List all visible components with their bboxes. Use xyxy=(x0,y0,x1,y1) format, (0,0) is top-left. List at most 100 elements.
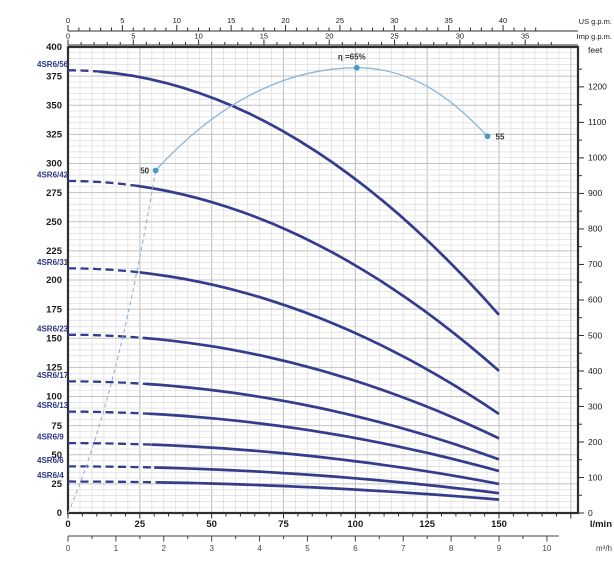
efficiency-marker-dot-55 xyxy=(484,133,491,140)
head-m-tick-label: 125 xyxy=(46,363,63,374)
curve-label-4SR6/42: 4SR6/42 xyxy=(37,170,69,179)
feet-tick-label: 800 xyxy=(588,224,602,234)
pump-curve-dashed-segment xyxy=(68,179,138,187)
us-gpm-tick-label: 40 xyxy=(499,16,507,25)
head-m-tick-label: 50 xyxy=(51,450,62,461)
pump-curve-dashed-segment xyxy=(68,410,149,415)
feet-tick-label: 1000 xyxy=(588,153,607,163)
m3h-tick-label: 7 xyxy=(401,544,406,553)
head-m-tick-label: 400 xyxy=(46,42,62,53)
pump-curve-solid-segment xyxy=(151,443,500,486)
m3h-tick-label: 0 xyxy=(66,544,71,553)
lmin-tick-label: 50 xyxy=(206,519,217,530)
pump-curve-4SR6/6: 4SR6/6 xyxy=(37,456,500,495)
us-gpm-tick-label: 5 xyxy=(120,16,124,25)
left-axis-head: 0 25 50 75 100 125 150 175 200 225 250 275 300 325 350… xyxy=(46,42,63,519)
feet-tick-label: 700 xyxy=(588,259,602,269)
imp-gpm-tick-label: 0 xyxy=(66,32,70,41)
imp-gpm-tick-label: 35 xyxy=(521,32,529,41)
pump-curve-4SR6/17: 4SR6/17 xyxy=(37,371,500,461)
pump-curve-dashed-segment xyxy=(68,480,158,484)
us-gpm-tick-label: 0 xyxy=(66,16,70,25)
us-gpm-axis-title: US g.p.m. xyxy=(579,17,612,26)
bottom-axis-lmin: 0 25 50 75 100 125 150 l/min xyxy=(65,513,612,530)
m3h-tick-label: 9 xyxy=(497,544,502,553)
feet-tick-label: 200 xyxy=(588,437,602,447)
lmin-tick-label: 150 xyxy=(491,519,507,530)
head-m-tick-label: 375 xyxy=(46,71,63,82)
efficiency-marker-dot-65 xyxy=(353,64,360,71)
head-m-tick-label: 275 xyxy=(46,188,63,199)
feet-tick-label: 600 xyxy=(588,295,602,305)
efficiency-solid-segment xyxy=(155,67,488,171)
lmin-tick-label: 100 xyxy=(347,519,363,530)
us-gpm-tick-label: 20 xyxy=(281,16,289,25)
head-m-tick-label: 25 xyxy=(51,479,62,490)
curve-label-4SR6/31: 4SR6/31 xyxy=(37,258,69,267)
pump-curve-dashed-segment xyxy=(68,333,143,340)
imp-gpm-tick-label: 15 xyxy=(260,32,268,41)
imp-gpm-tick-label: 5 xyxy=(131,32,135,41)
curve-label-4SR6/9: 4SR6/9 xyxy=(37,433,64,442)
lmin-tick-label: 0 xyxy=(65,519,70,530)
plot-grid xyxy=(68,47,578,513)
pump-curve-solid-segment xyxy=(148,412,500,473)
m3h-tick-label: 4 xyxy=(257,544,262,553)
feet-tick-label: 100 xyxy=(588,472,602,482)
curve-label-4SR6/17: 4SR6/17 xyxy=(37,371,69,380)
pump-curve-4SR6/9: 4SR6/9 xyxy=(37,433,500,486)
head-m-tick-label: 200 xyxy=(46,275,62,286)
pump-curve-4SR6/42: 4SR6/42 xyxy=(37,170,500,372)
head-m-tick-label: 250 xyxy=(46,217,62,228)
imp-gpm-tick-label: 20 xyxy=(325,32,333,41)
pump-curve-solid-segment xyxy=(145,382,500,461)
curve-label-4SR6/13: 4SR6/13 xyxy=(37,401,69,410)
feet-tick-label: 900 xyxy=(588,188,602,198)
lmin-tick-label: 25 xyxy=(135,519,146,530)
imp-gpm-axis-title: Imp g.p.m. xyxy=(577,32,612,41)
m3h-tick-label: 5 xyxy=(305,544,310,553)
pump-curve-4SR6/31: 4SR6/31 xyxy=(37,258,500,416)
right-axis-feet: 0 100 200 300 400 500 600 700 800 900 1000 1100 1200… xyxy=(578,45,607,518)
pump-curve-dashed-segment xyxy=(68,441,152,446)
pump-curve-4SR6/23: 4SR6/23 xyxy=(37,324,500,440)
us-gpm-tick-label: 35 xyxy=(445,16,453,25)
m3h-tick-label: 6 xyxy=(353,544,358,553)
imp-gpm-tick-label: 30 xyxy=(456,32,464,41)
head-m-tick-label: 225 xyxy=(46,246,63,257)
lmin-axis-title: l/min xyxy=(590,519,612,530)
pump-curve-solid-segment xyxy=(142,336,500,440)
pump-curve-4SR6/13: 4SR6/13 xyxy=(37,401,500,473)
pump-curve-dashed-segment xyxy=(68,69,100,73)
head-m-tick-label: 0 xyxy=(57,508,62,519)
head-m-tick-label: 325 xyxy=(46,130,63,141)
pump-curve-dashed-segment xyxy=(68,380,146,386)
feet-tick-label: 0 xyxy=(588,508,593,518)
head-m-tick-label: 75 xyxy=(51,421,62,432)
pump-curve-solid-segment xyxy=(99,70,501,316)
m3h-axis-title: m³/h xyxy=(596,544,612,553)
efficiency-marker-label-50: 50 xyxy=(140,167,149,176)
curve-label-4SR6/23: 4SR6/23 xyxy=(37,324,69,333)
us-gpm-tick-label: 10 xyxy=(173,16,181,25)
curve-label-4SR6/56: 4SR6/56 xyxy=(37,60,69,69)
us-gpm-tick-label: 30 xyxy=(390,16,398,25)
curve-label-4SR6/4: 4SR6/4 xyxy=(37,471,64,480)
pump-curve-4SR6/4: 4SR6/4 xyxy=(37,471,500,501)
pump-curve-solid-segment xyxy=(154,466,500,495)
top-axis-imp-gpm: 0 5 10 15 20 25 30 35 Imp g.p.m. xyxy=(66,32,612,46)
head-m-tick-label: 300 xyxy=(46,159,62,170)
feet-tick-label: 400 xyxy=(588,366,602,376)
m3h-tick-label: 2 xyxy=(162,544,167,553)
m3h-tick-label: 10 xyxy=(542,544,551,553)
efficiency-dashed-segment xyxy=(67,170,157,514)
efficiency-marker-label-65: η =65% xyxy=(338,52,366,61)
lmin-tick-label: 75 xyxy=(278,519,289,530)
plot-frame xyxy=(66,45,580,515)
imp-gpm-tick-label: 25 xyxy=(390,32,398,41)
head-m-tick-label: 175 xyxy=(46,304,63,315)
efficiency-curve: 50 η =65% 55 xyxy=(67,52,505,514)
